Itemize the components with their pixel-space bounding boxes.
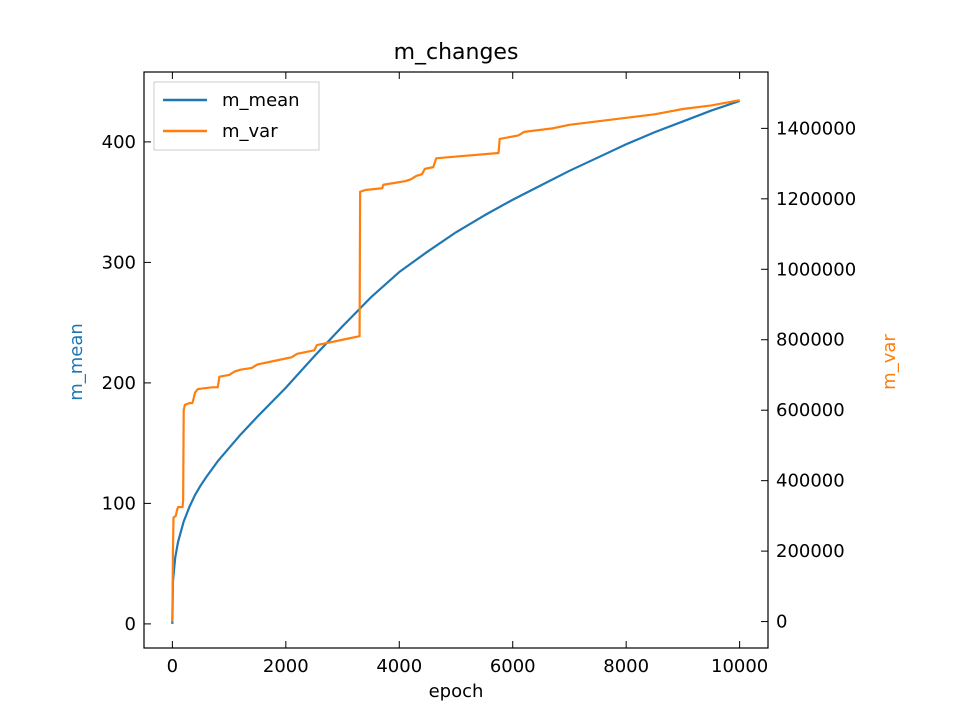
right-y-tick-label: 400000 bbox=[776, 471, 845, 492]
left-y-axis: 0 100 200 300 400 bbox=[102, 132, 151, 635]
right-y-tick-label: 1400000 bbox=[776, 118, 856, 139]
left-y-tick-label: 200 bbox=[102, 373, 136, 394]
right-y-tick-label: 0 bbox=[776, 612, 787, 633]
x-tick-label: 10000 bbox=[711, 656, 768, 677]
x-tick-label: 0 bbox=[167, 656, 178, 677]
x-tick-label: 8000 bbox=[603, 656, 649, 677]
legend: m_mean m_var bbox=[153, 81, 320, 151]
right-y-tick-label: 1200000 bbox=[776, 189, 856, 210]
legend-box bbox=[153, 81, 320, 151]
plot-lines bbox=[171, 99, 740, 624]
left-y-tick-label: 100 bbox=[102, 493, 136, 514]
legend-label-m-mean: m_mean bbox=[222, 90, 300, 111]
series-line-m-var bbox=[171, 99, 740, 622]
left-y-tick-label: 0 bbox=[125, 614, 136, 635]
x-axis: 0 2000 4000 6000 8000 10000 bbox=[167, 72, 768, 677]
right-y-tick-label: 200000 bbox=[776, 541, 845, 562]
right-y-tick-label: 800000 bbox=[776, 330, 845, 351]
right-y-tick-label: 1000000 bbox=[776, 259, 856, 280]
plot-frame bbox=[143, 71, 769, 649]
legend-label-m-var: m_var bbox=[222, 121, 278, 142]
x-axis-label: epoch bbox=[429, 681, 484, 702]
x-tick-label: 6000 bbox=[490, 656, 536, 677]
left-y-tick-label: 300 bbox=[102, 252, 136, 273]
series-line-m-mean bbox=[171, 99, 740, 624]
right-y-axis-label: m_var bbox=[879, 334, 900, 390]
x-tick-label: 2000 bbox=[263, 656, 309, 677]
x-tick-label: 4000 bbox=[376, 656, 422, 677]
chart-title: m_changes bbox=[394, 40, 519, 65]
left-y-axis-label: m_mean bbox=[66, 323, 87, 401]
right-y-tick-label: 600000 bbox=[776, 400, 845, 421]
left-y-tick-label: 400 bbox=[102, 132, 136, 153]
right-y-axis: 0 200000 400000 600000 800000 1000000 1200000 1… bbox=[761, 118, 856, 633]
